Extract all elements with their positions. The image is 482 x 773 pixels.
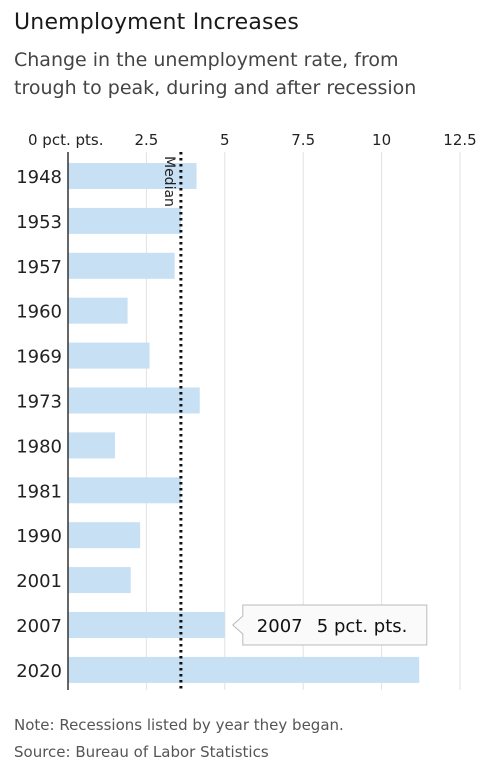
bar [68, 207, 181, 234]
bar [68, 567, 131, 594]
category-label: 1953 [16, 212, 62, 233]
category-label: 1981 [16, 481, 62, 502]
bar [68, 656, 420, 683]
source-text: Source: Bureau of Labor Statistics [14, 743, 269, 761]
chart-title: Unemployment Increases [14, 10, 300, 35]
bar [68, 387, 200, 414]
category-label: 2007 [16, 616, 62, 637]
category-label: 1990 [16, 526, 62, 547]
category-label: 1960 [16, 302, 62, 323]
category-label: 2020 [16, 661, 62, 682]
median-label: Median [161, 156, 177, 207]
tooltip-category: 2007 [257, 616, 303, 637]
bar [68, 432, 116, 459]
bar-chart: 0 pct. pts. 2.5 5 7.5 10 12.5 1948 1953 1957 1960… [16, 131, 477, 690]
bar [68, 522, 141, 549]
category-label: 1973 [16, 392, 62, 413]
bar [68, 477, 181, 504]
category-label: 1957 [16, 257, 62, 278]
bar [68, 612, 225, 638]
chart-footnote: Note: Recessions listed by year they beg… [14, 712, 344, 766]
x-tick-label: 7.5 [291, 131, 315, 149]
x-tick-label: 5 [220, 131, 230, 149]
bar [68, 163, 197, 189]
chart-subtitle: Change in the unemployment rate, from tr… [14, 49, 417, 99]
category-label: 1969 [16, 347, 62, 368]
x-tick-label: 12.5 [443, 131, 476, 149]
x-tick-label: 10 [372, 131, 391, 149]
tooltip-value: 5 pct. pts. [317, 616, 408, 637]
bar [68, 342, 150, 369]
category-label: 1980 [16, 436, 62, 457]
bar [68, 297, 128, 324]
tooltip-box [232, 604, 428, 646]
note-text: Note: Recessions listed by year they beg… [14, 716, 344, 734]
x-tick-label: 0 pct. pts. [28, 131, 103, 149]
category-label: 2001 [16, 571, 62, 592]
bar [68, 252, 175, 279]
x-tick-label: 2.5 [134, 131, 158, 149]
category-label: 1948 [16, 167, 62, 188]
